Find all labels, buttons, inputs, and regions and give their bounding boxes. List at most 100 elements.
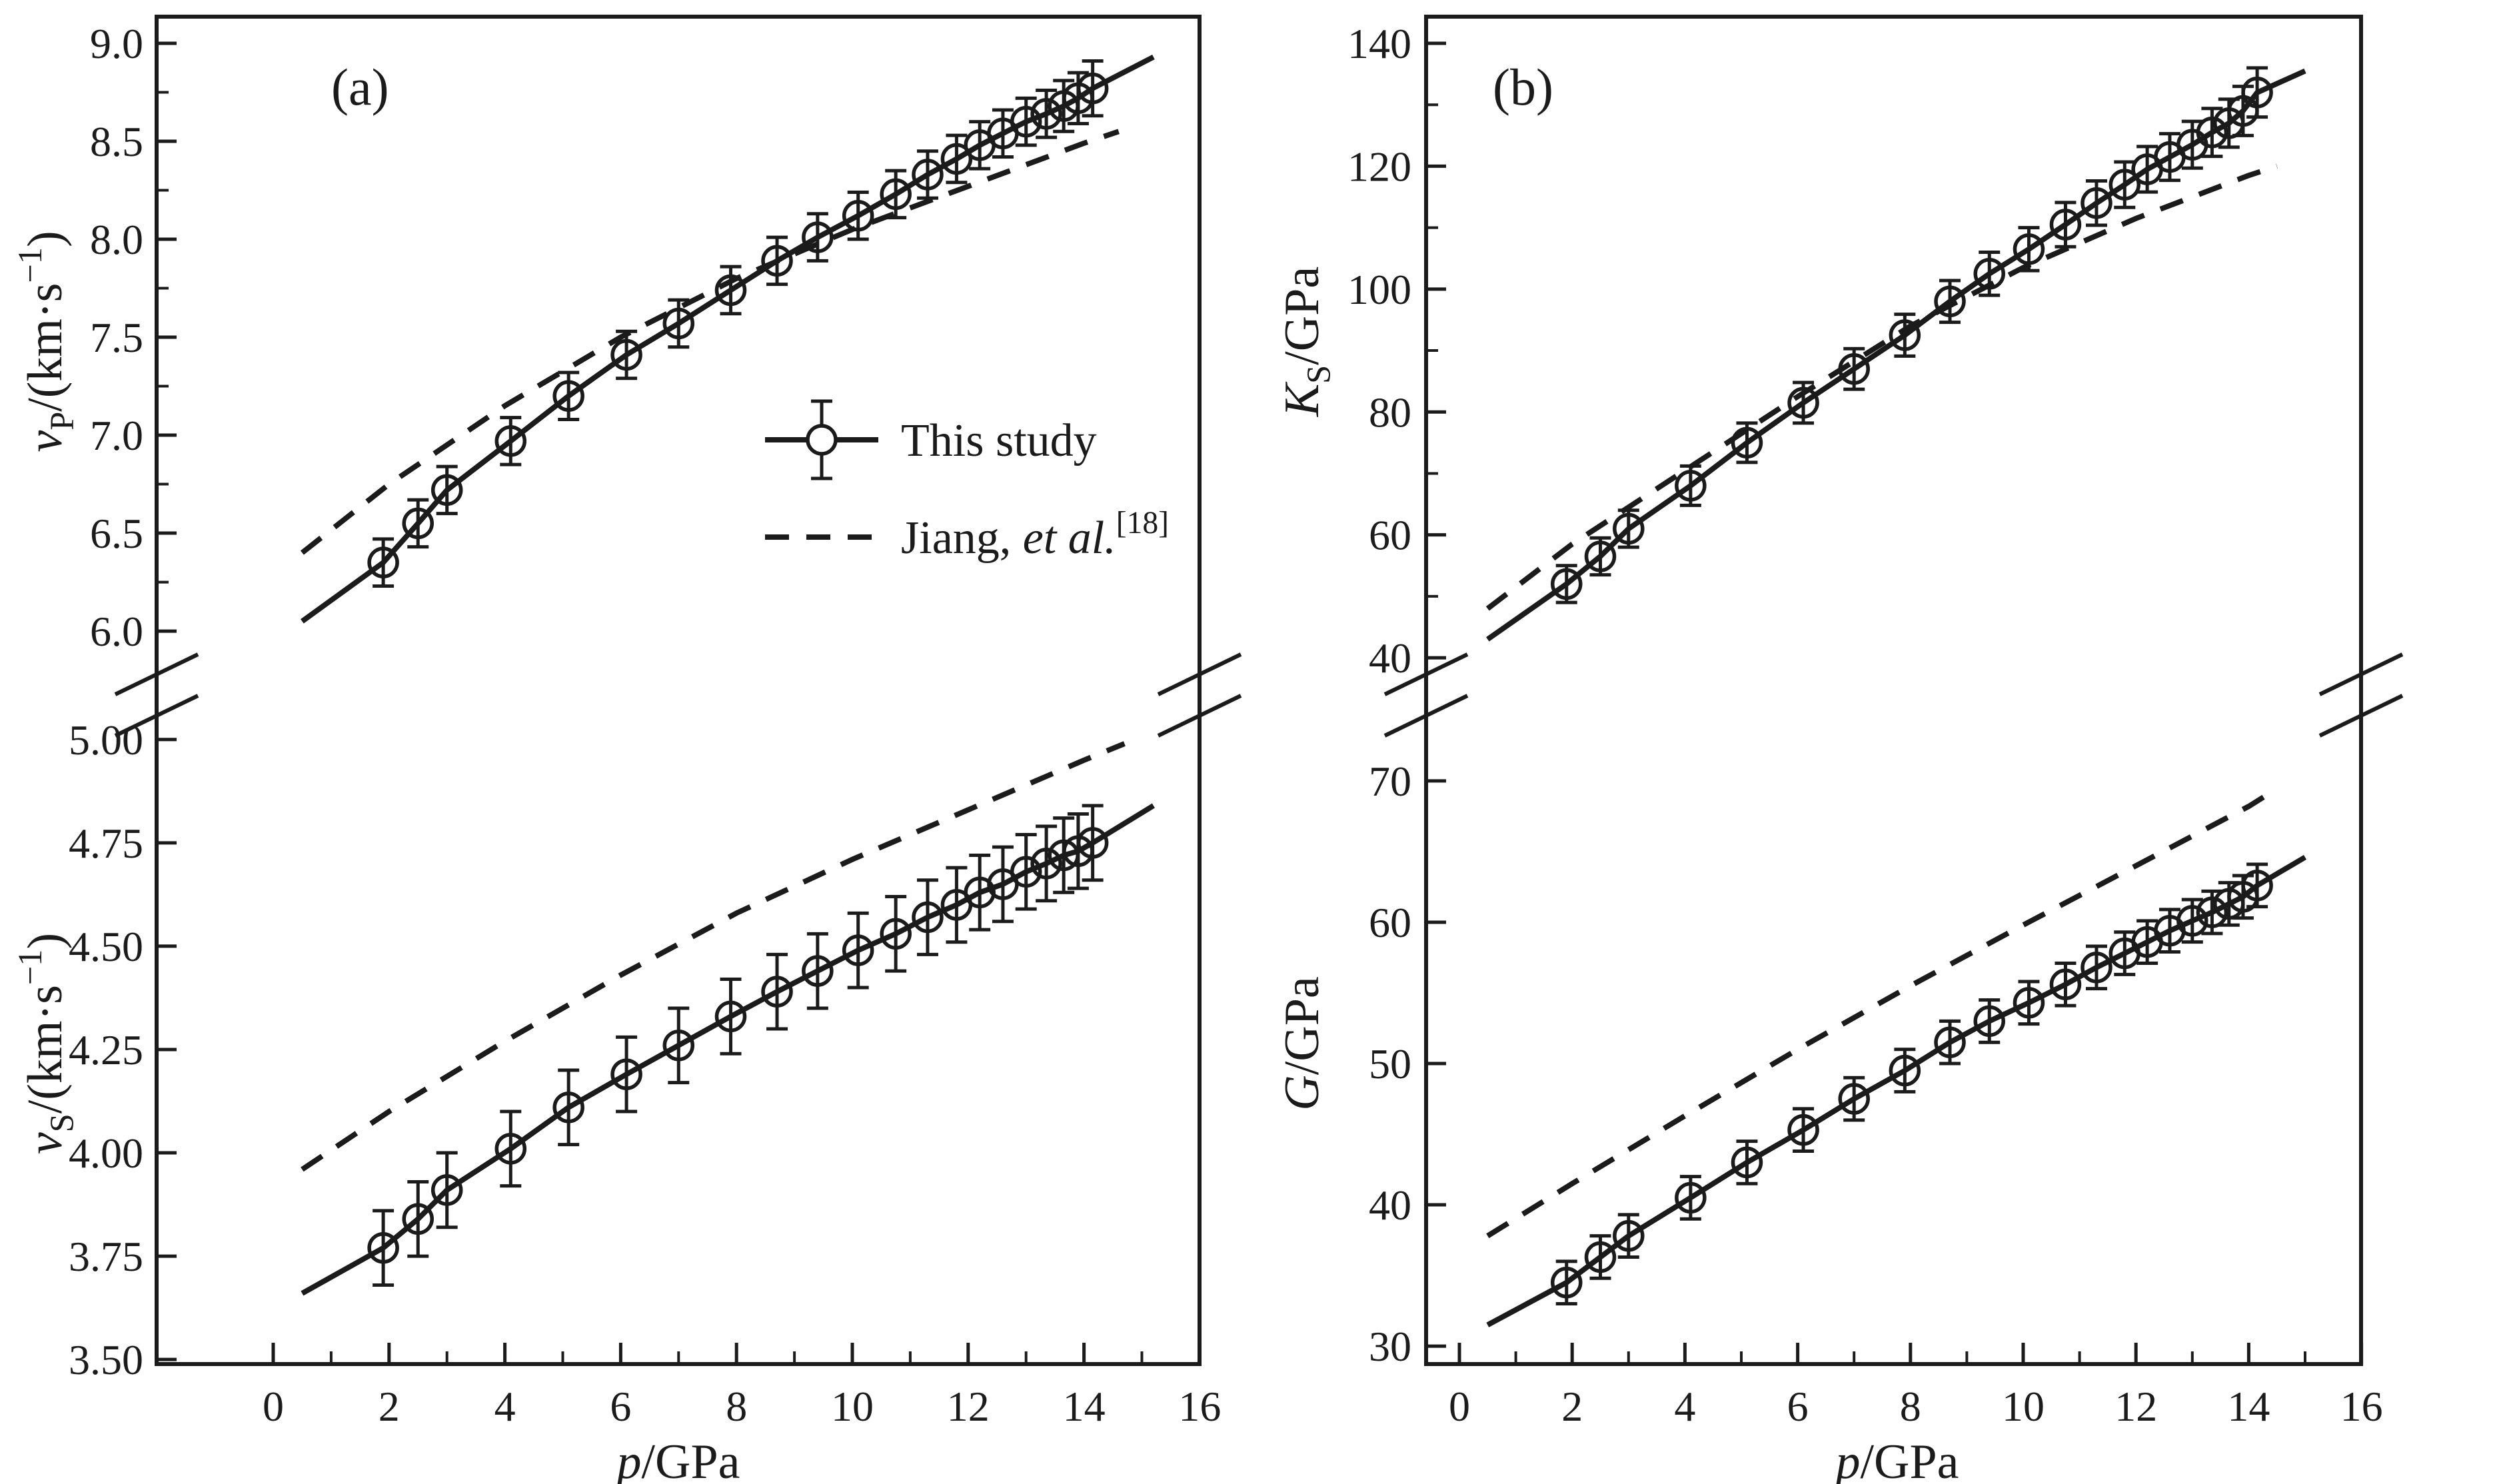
data-marker-circle: [842, 934, 874, 966]
data-point: [761, 235, 793, 287]
axis-break-slash: [1383, 652, 1469, 696]
y-tick-label: 7.0: [90, 412, 143, 459]
panel-tag-b: (b): [1493, 58, 1553, 116]
data-point: [1675, 1175, 1707, 1221]
data-marker-circle: [802, 955, 834, 987]
data-marker-circle: [610, 1058, 642, 1090]
x-tick-label: 4: [494, 1383, 516, 1430]
panel-tag-a: (a): [331, 58, 389, 116]
data-point: [662, 298, 695, 349]
y-tick-label: 5.00: [69, 716, 143, 764]
x-tick-label: 0: [263, 1383, 284, 1430]
y-tick-label: 100: [1347, 266, 1411, 313]
data-point: [1838, 347, 1870, 391]
data-marker-circle: [1613, 512, 1645, 545]
legend-label-jiang: Jiang, et al.[18]​: [901, 506, 1169, 564]
data-point: [2049, 961, 2082, 1008]
y-tick-label: 6.0: [90, 608, 143, 655]
axis-break-slash: [2318, 652, 2404, 696]
data-point: [552, 371, 584, 422]
data-point: [1731, 421, 1763, 464]
data-marker-circle: [1973, 1005, 2005, 1038]
data-point: [880, 169, 912, 220]
g-y-axis: 70 60 50 40 30 G/GPa: [1275, 758, 1446, 1370]
data-point: [2196, 107, 2228, 159]
data-marker-circle: [402, 507, 434, 540]
data-point: [1973, 998, 2005, 1044]
data-point: [1010, 96, 1042, 147]
data-marker-circle: [1584, 540, 1617, 572]
y-tick-label: 70: [1369, 758, 1411, 805]
x-tick-label: 0: [1449, 1383, 1470, 1430]
data-point: [1934, 1019, 1966, 1066]
data-marker-circle: [1787, 1113, 1819, 1146]
x-tick-label: 10: [831, 1383, 874, 1430]
data-marker-circle: [1934, 285, 1966, 318]
y-tick-label: 80: [1369, 388, 1411, 436]
data-marker-circle: [2013, 987, 2045, 1019]
data-point: [367, 1209, 399, 1287]
data-point: [2081, 179, 2112, 227]
data-marker-circle: [367, 1231, 399, 1264]
data-marker-circle: [912, 901, 944, 934]
data-point: [610, 329, 642, 380]
data-point: [662, 1006, 695, 1085]
data-point: [402, 498, 434, 549]
data-point: [2013, 980, 2045, 1026]
data-marker-circle: [2013, 233, 2045, 265]
data-marker-circle: [1838, 1083, 1870, 1115]
data-marker-circle: [714, 274, 747, 307]
data-point: [430, 464, 463, 516]
y-axis-label: KS​/GPa: [1275, 267, 1337, 417]
y-tick-label: 140: [1347, 20, 1411, 67]
y-tick-label: 30: [1369, 1323, 1411, 1370]
data-point: [761, 952, 793, 1031]
data-marker-circle: [1889, 319, 1921, 351]
data-marker-circle: [802, 221, 834, 253]
data-marker-circle: [2196, 116, 2228, 149]
legend-item-this-study: This study: [765, 399, 1097, 480]
data-marker-circle: [2049, 968, 2082, 1001]
data-point: [2176, 898, 2208, 944]
data-marker-circle: [2241, 870, 2273, 902]
data-marker-circle: [552, 1092, 584, 1123]
data-marker-circle: [1584, 1241, 1617, 1273]
y-tick-label: 6.5: [90, 510, 143, 557]
data-marker-circle: [1030, 98, 1062, 130]
data-point: [714, 265, 747, 316]
data-point: [1076, 59, 1109, 118]
panel-a: 0 2 4 6 8 10 12 14 16 p/GPa: [114, 15, 1242, 1484]
data-marker-circle: [1889, 1054, 1921, 1087]
data-marker-circle: [1675, 470, 1707, 502]
data-point: [1731, 1139, 1763, 1185]
data-point: [964, 853, 996, 932]
y-tick-label: 4.50: [69, 923, 143, 970]
data-point: [2013, 226, 2045, 273]
data-marker-circle: [761, 245, 793, 277]
reference-line: [300, 129, 1120, 555]
data-point: [552, 1068, 584, 1147]
data-point: [1613, 508, 1645, 549]
data-point: [1076, 804, 1109, 882]
vp-y-axis: 9.0 8.5 8.0 7.5 7.0 6.5 6.0 vP​/(km·s−1​): [11, 20, 177, 655]
legend-label-this-study: This study: [901, 415, 1097, 466]
data-point: [494, 1110, 527, 1188]
data-point: [1613, 1213, 1645, 1259]
y-axis-label: vP​/(km·s−1​): [11, 231, 81, 452]
y-axis-label: vS​/(km·s−1​): [11, 933, 81, 1154]
data-point: [430, 1151, 463, 1229]
vs-y-axis: 5.00 4.75 4.50 4.25 4.00 3.75 3.50 vS​/(km·s−1​…: [11, 716, 177, 1383]
data-marker-circle: [402, 1203, 434, 1235]
data-point: [842, 911, 874, 990]
data-point: [2108, 160, 2141, 209]
data-marker-circle: [2081, 187, 2112, 219]
y-axis-label: G/GPa: [1275, 976, 1329, 1110]
data-marker-circle: [1838, 353, 1870, 385]
legend-marker-circle: [806, 424, 838, 456]
data-marker-circle: [940, 143, 973, 175]
data-point: [1934, 279, 1966, 325]
data-marker-circle: [662, 307, 695, 340]
data-point: [1584, 1234, 1617, 1280]
